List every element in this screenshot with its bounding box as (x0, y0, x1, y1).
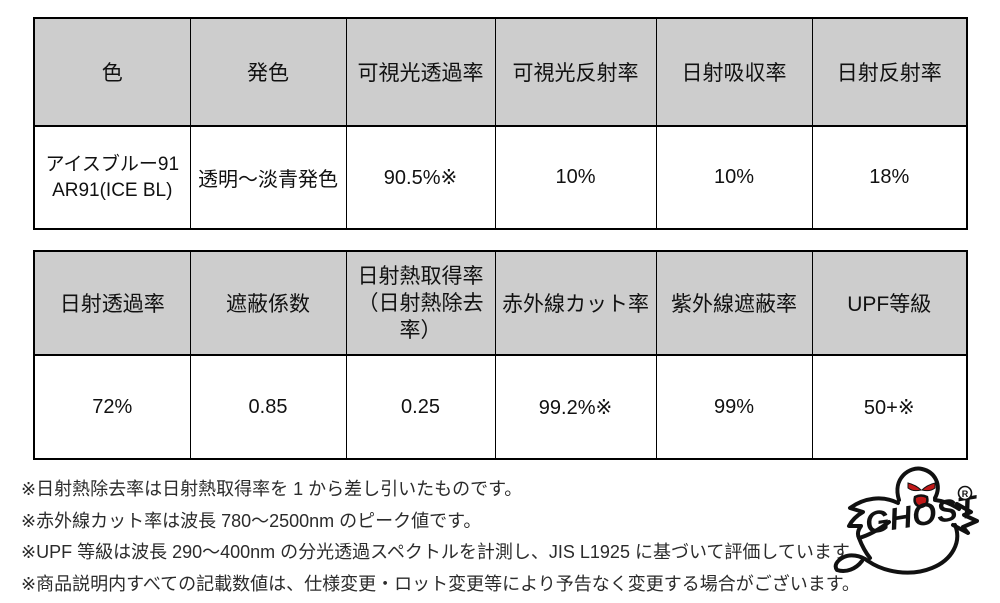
ghost-left-wing (847, 496, 900, 540)
header-upf-rating: UPF等級 (811, 250, 968, 356)
solar-uv-properties-table: 日射透過率 遮蔽係数 日射熱取得率 （日射熱除去率） 赤外線カット率 紫外線遮蔽… (33, 250, 968, 460)
header-solar-heat-gain-line1: 日射熱取得率 (357, 264, 484, 288)
footnote-infrared: ※赤外線カット率は波長 780～2500nm のピーク値です。 (21, 510, 482, 531)
ghost-body-outline (833, 523, 960, 575)
cell-color-name: アイスブルー91 AR91(ICE BL) (33, 125, 191, 230)
cell-solar-absorption: 10% (655, 125, 813, 230)
header-shading-coefficient: 遮蔽係数 (189, 250, 347, 356)
table-row: 色 発色 可視光透過率 可視光反射率 日射吸収率 日射反射率 (33, 17, 968, 127)
ghost-head-outline (895, 466, 940, 502)
ghost-right-eye (921, 482, 936, 492)
header-solar-heat-gain: 日射熱取得率 （日射熱除去率） (345, 250, 496, 356)
registered-mark-circle (957, 485, 973, 501)
header-color: 色 (33, 17, 191, 127)
cell-visible-light-reflectance: 10% (494, 125, 657, 230)
footnotes: ※日射熱除去率は日射熱取得率を 1 から差し引いたものです。 ※赤外線カット率は… (21, 474, 866, 600)
header-color-development: 発色 (189, 17, 347, 127)
ghost-body-fill (835, 468, 977, 573)
color-name-line1: アイスブルー91 (45, 153, 180, 175)
cell-color-development: 透明～淡青発色 (189, 125, 347, 230)
cell-solar-reflectance: 18% (811, 125, 968, 230)
header-solar-heat-gain-line2: （日射熱除去率） (357, 291, 484, 342)
header-visible-light-reflectance: 可視光反射率 (494, 17, 657, 127)
cell-solar-heat-gain: 0.25 (345, 354, 496, 460)
ghost-left-eye (907, 482, 922, 492)
optical-properties-table: 色 発色 可視光透過率 可視光反射率 日射吸収率 日射反射率 アイスブルー91 … (33, 17, 968, 230)
footnote-heat-removal: ※日射熱除去率は日射熱取得率を 1 から差し引いたものです。 (21, 479, 523, 499)
footnote-upf: ※UPF 等級は波長 290～400nm の分光透過スペクトルを計測し、JIS … (21, 542, 867, 562)
cell-solar-transmittance: 72% (33, 354, 191, 460)
table-row: 日射透過率 遮蔽係数 日射熱取得率 （日射熱除去率） 赤外線カット率 紫外線遮蔽… (33, 250, 968, 356)
cell-upf-rating: 50+※ (811, 354, 968, 460)
cell-infrared-cut-rate: 99.2%※ (494, 354, 657, 460)
cell-visible-light-transmittance: 90.5%※ (345, 125, 496, 230)
header-solar-absorption: 日射吸収率 (655, 17, 813, 127)
table-row: 72% 0.85 0.25 99.2%※ 99% 50+※ (33, 354, 968, 460)
header-visible-light-transmittance: 可視光透過率 (345, 17, 496, 127)
ghost-icon: GHOST R (833, 466, 982, 575)
footnote-disclaimer: ※商品説明内すべての記載数値は、仕様変更・ロット変更等により予告なく変更する場合… (21, 573, 860, 594)
ghost-brand-logo: GHOST R (818, 458, 994, 598)
header-solar-reflectance: 日射反射率 (811, 17, 968, 127)
header-infrared-cut-rate: 赤外線カット率 (494, 250, 657, 356)
cell-uv-shielding-rate: 99% (655, 354, 813, 460)
header-solar-transmittance: 日射透過率 (33, 250, 191, 356)
table-row: アイスブルー91 AR91(ICE BL) 透明～淡青発色 90.5%※ 10%… (33, 125, 968, 230)
registered-mark-icon: R (962, 489, 969, 499)
ghost-left-side (857, 536, 872, 560)
color-name-line2: AR91(ICE BL) (52, 179, 173, 201)
cell-shading-coefficient: 0.85 (189, 354, 347, 460)
ghost-tongue (913, 494, 929, 509)
ghost-right-arm (933, 498, 961, 511)
ghost-arrowhead (951, 502, 979, 535)
header-uv-shielding-rate: 紫外線遮蔽率 (655, 250, 813, 356)
